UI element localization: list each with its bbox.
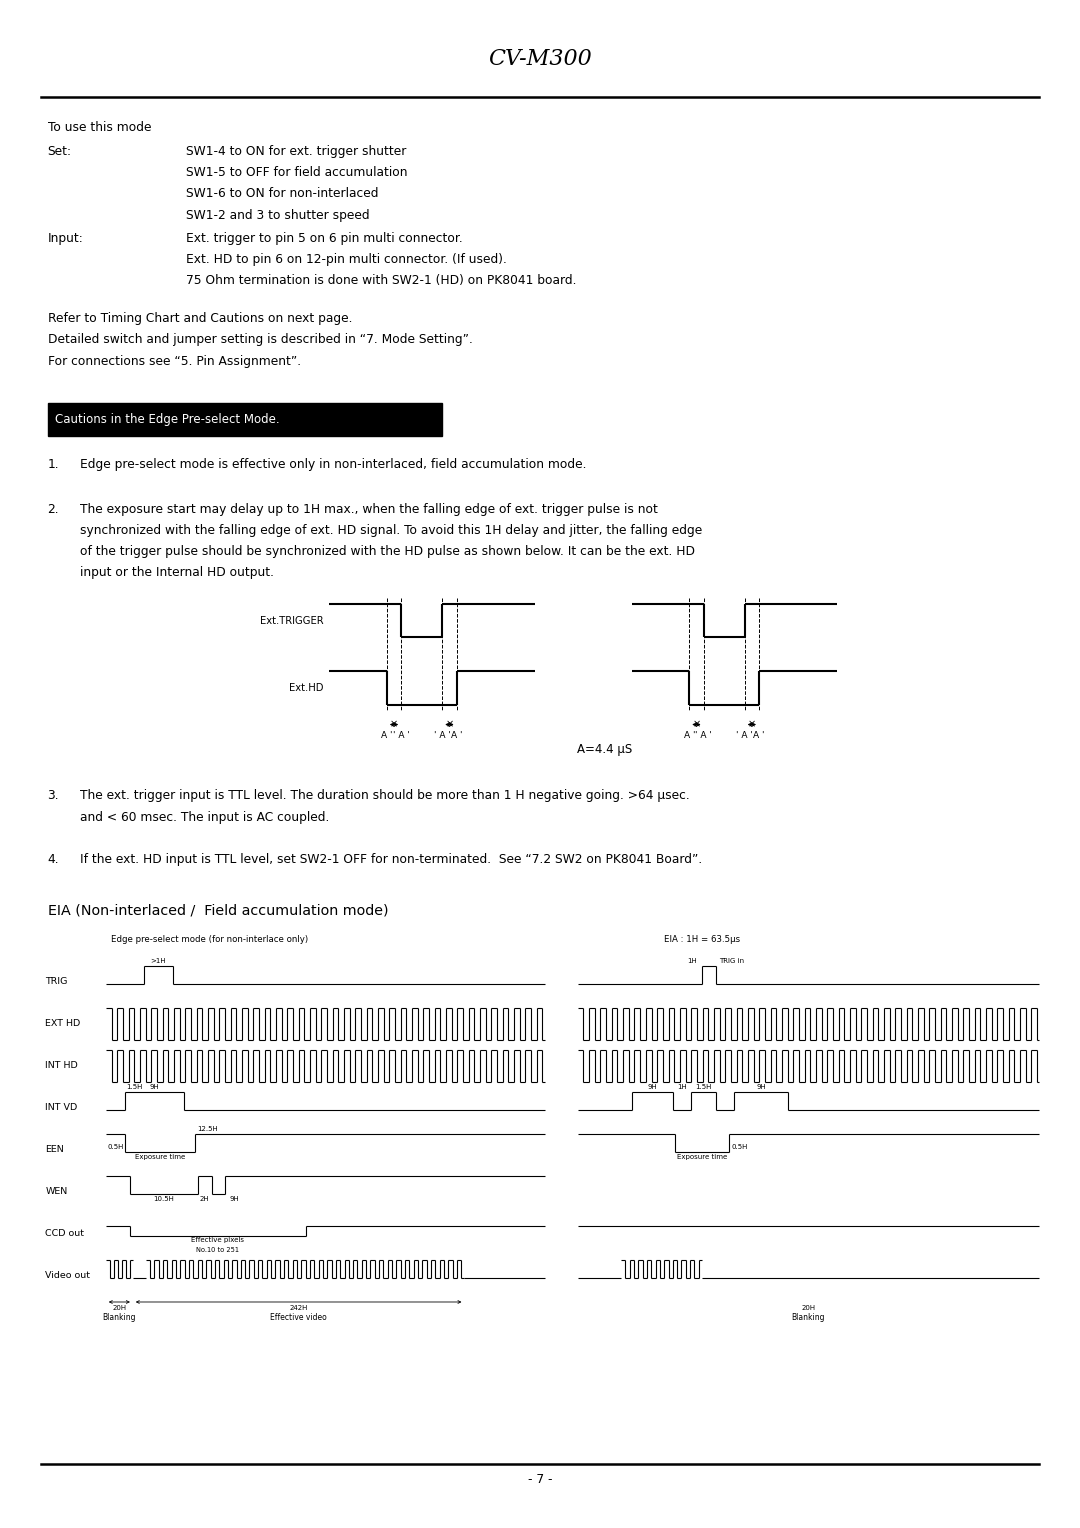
Text: 2.: 2. [48, 503, 59, 516]
Text: Blanking: Blanking [792, 1313, 825, 1322]
Text: 4.: 4. [48, 853, 59, 866]
Text: 75 Ohm termination is done with SW2-1 (HD) on PK8041 board.: 75 Ohm termination is done with SW2-1 (H… [186, 274, 577, 287]
Text: ' A ': ' A ' [737, 730, 753, 740]
Text: ×: × [390, 720, 399, 729]
Text: 0.5H: 0.5H [731, 1144, 747, 1151]
Text: Detailed switch and jumper setting is described in “7. Mode Setting”.: Detailed switch and jumper setting is de… [48, 333, 472, 347]
Text: 9H: 9H [647, 1085, 658, 1089]
Text: 9H: 9H [229, 1195, 240, 1201]
Bar [48, 403, 442, 435]
Text: of the trigger pulse should be synchronized with the HD pulse as shown below. It: of the trigger pulse should be synchroni… [80, 545, 694, 558]
Text: Ext.TRIGGER: Ext.TRIGGER [260, 616, 324, 625]
Text: For connections see “5. Pin Assignment”.: For connections see “5. Pin Assignment”. [48, 354, 300, 368]
Text: 1.5H: 1.5H [126, 1085, 143, 1089]
Text: EIA (Non-interlaced /  Field accumulation mode): EIA (Non-interlaced / Field accumulation… [48, 903, 388, 918]
Text: 3.: 3. [48, 790, 59, 802]
Text: ' A ': ' A ' [393, 730, 409, 740]
Text: 10.5H: 10.5H [153, 1195, 174, 1201]
Text: 0.5H: 0.5H [108, 1144, 124, 1151]
Text: INT VD: INT VD [45, 1103, 78, 1112]
Text: 9H: 9H [149, 1085, 160, 1089]
Text: A ': A ' [381, 730, 393, 740]
Text: INT HD: INT HD [45, 1060, 78, 1070]
Text: A ': A ' [450, 730, 462, 740]
Text: 20H: 20H [112, 1305, 126, 1311]
Text: 2H: 2H [200, 1195, 210, 1201]
Text: 1.: 1. [48, 458, 59, 471]
Text: CV-M300: CV-M300 [488, 49, 592, 70]
Text: Blanking: Blanking [103, 1313, 136, 1322]
Text: 1.5H: 1.5H [696, 1085, 712, 1089]
Text: ×: × [692, 720, 701, 729]
Text: ' A ': ' A ' [696, 730, 712, 740]
Text: Edge pre-select mode (for non-interlace only): Edge pre-select mode (for non-interlace … [111, 935, 309, 944]
Text: 9H: 9H [756, 1085, 767, 1089]
Text: SW1-6 to ON for non-interlaced: SW1-6 to ON for non-interlaced [186, 188, 378, 200]
Text: TRIG: TRIG [45, 978, 68, 986]
Text: Video out: Video out [45, 1271, 91, 1280]
Text: Refer to Timing Chart and Cautions on next page.: Refer to Timing Chart and Cautions on ne… [48, 312, 352, 325]
Text: synchronized with the falling edge of ext. HD signal. To avoid this 1H delay and: synchronized with the falling edge of ex… [80, 524, 702, 536]
Text: and < 60 msec. The input is AC coupled.: and < 60 msec. The input is AC coupled. [80, 810, 329, 824]
Text: 242H: 242H [289, 1305, 308, 1311]
Text: ' A ': ' A ' [434, 730, 450, 740]
Text: WEN: WEN [45, 1187, 68, 1196]
Text: If the ext. HD input is TTL level, set SW2-1 OFF for non-terminated.  See “7.2 S: If the ext. HD input is TTL level, set S… [80, 853, 702, 866]
Text: Cautions in the Edge Pre-select Mode.: Cautions in the Edge Pre-select Mode. [55, 413, 280, 426]
Text: >1H: >1H [150, 958, 166, 964]
Text: Exposure time: Exposure time [135, 1154, 186, 1160]
Text: SW1-2 and 3 to shutter speed: SW1-2 and 3 to shutter speed [186, 208, 369, 222]
Text: - 7 -: - 7 - [528, 1473, 552, 1487]
Text: EIA : 1H = 63.5μs: EIA : 1H = 63.5μs [664, 935, 740, 944]
Text: The exposure start may delay up to 1H max., when the falling edge of ext. trigge: The exposure start may delay up to 1H ma… [80, 503, 658, 516]
Text: SW1-5 to OFF for field accumulation: SW1-5 to OFF for field accumulation [186, 167, 407, 179]
Text: 20H: 20H [801, 1305, 815, 1311]
Text: Edge pre-select mode is effective only in non-interlaced, field accumulation mod: Edge pre-select mode is effective only i… [80, 458, 586, 471]
Text: A ': A ' [753, 730, 765, 740]
Text: input or the Internal HD output.: input or the Internal HD output. [80, 567, 274, 579]
Text: Set:: Set: [48, 145, 71, 157]
Text: TRIG in: TRIG in [719, 958, 744, 964]
Text: Ext. trigger to pin 5 on 6 pin multi connector.: Ext. trigger to pin 5 on 6 pin multi con… [186, 232, 462, 244]
Text: To use this mode: To use this mode [48, 121, 151, 134]
Text: Effective video: Effective video [270, 1313, 327, 1322]
Text: EEN: EEN [45, 1144, 64, 1154]
Text: EXT HD: EXT HD [45, 1019, 81, 1028]
Text: 12.5H: 12.5H [198, 1126, 218, 1132]
Text: CCD out: CCD out [45, 1229, 84, 1238]
Text: ×: × [445, 720, 454, 729]
Text: A ': A ' [684, 730, 696, 740]
Text: Effective pixels: Effective pixels [191, 1238, 244, 1244]
Text: Ext.HD: Ext.HD [289, 683, 324, 692]
Text: Ext. HD to pin 6 on 12-pin multi connector. (If used).: Ext. HD to pin 6 on 12-pin multi connect… [186, 254, 507, 266]
Text: SW1-4 to ON for ext. trigger shutter: SW1-4 to ON for ext. trigger shutter [186, 145, 406, 157]
Text: The ext. trigger input is TTL level. The duration should be more than 1 H negati: The ext. trigger input is TTL level. The… [80, 790, 690, 802]
Text: ×: × [747, 720, 756, 729]
Text: Exposure time: Exposure time [677, 1154, 727, 1160]
Text: Input:: Input: [48, 232, 83, 244]
Text: No.10 to 251: No.10 to 251 [197, 1247, 239, 1253]
Text: 1H: 1H [687, 958, 697, 964]
Text: A=4.4 μS: A=4.4 μS [577, 743, 633, 756]
Text: 1H: 1H [677, 1085, 687, 1089]
